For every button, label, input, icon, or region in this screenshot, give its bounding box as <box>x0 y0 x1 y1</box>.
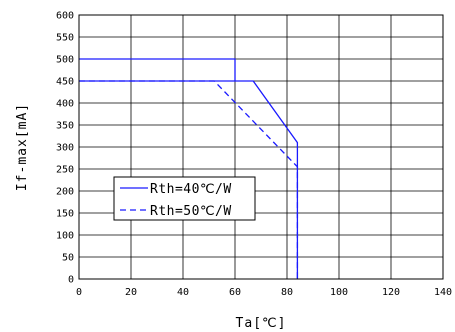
x-tick-label: 60 <box>229 287 241 298</box>
legend-label-rth-40: Rth=40℃/W <box>150 182 232 197</box>
y-tick-label: 250 <box>56 165 74 176</box>
y-tick-label: 200 <box>56 187 74 198</box>
x-tick-label: 40 <box>177 287 189 298</box>
y-tick-label: 150 <box>56 209 74 220</box>
y-tick-label: 400 <box>56 99 74 110</box>
y-tick-label: 50 <box>62 253 74 264</box>
y-tick-label: 0 <box>68 275 74 286</box>
legend: Rth=40℃/W Rth=50℃/W <box>113 176 256 221</box>
y-tick-label: 600 <box>56 11 74 22</box>
y-tick-label: 450 <box>56 77 74 88</box>
x-tick-label: 80 <box>281 287 293 298</box>
y-tick-label: 550 <box>56 33 74 44</box>
x-tick-label: 20 <box>125 287 137 298</box>
grid <box>79 15 443 279</box>
y-tick-label: 500 <box>56 55 74 66</box>
series-lines <box>79 58 299 279</box>
series-line-0 <box>79 80 299 279</box>
legend-box <box>113 176 256 221</box>
reference-line <box>79 58 236 81</box>
x-axis-label: Ta[℃] <box>236 316 287 331</box>
x-tick-label: 0 <box>76 287 82 298</box>
x-tick-labels: 0 20 40 60 80 100 120 140 <box>76 287 452 298</box>
y-tick-label: 300 <box>56 143 74 154</box>
y-tick-label: 100 <box>56 231 74 242</box>
y-tick-labels: 0 50 100 150 200 250 300 350 400 450 500 550 600 <box>56 11 74 286</box>
y-axis-label: If-max[mA] <box>15 103 30 191</box>
x-tick-label: 140 <box>434 287 452 298</box>
y-tick-label: 350 <box>56 121 74 132</box>
x-tick-label: 100 <box>330 287 348 298</box>
x-tick-label: 120 <box>382 287 400 298</box>
series-line-1 <box>79 80 299 279</box>
plot-frame <box>78 14 444 280</box>
legend-label-rth-50: Rth=50℃/W <box>150 204 232 219</box>
